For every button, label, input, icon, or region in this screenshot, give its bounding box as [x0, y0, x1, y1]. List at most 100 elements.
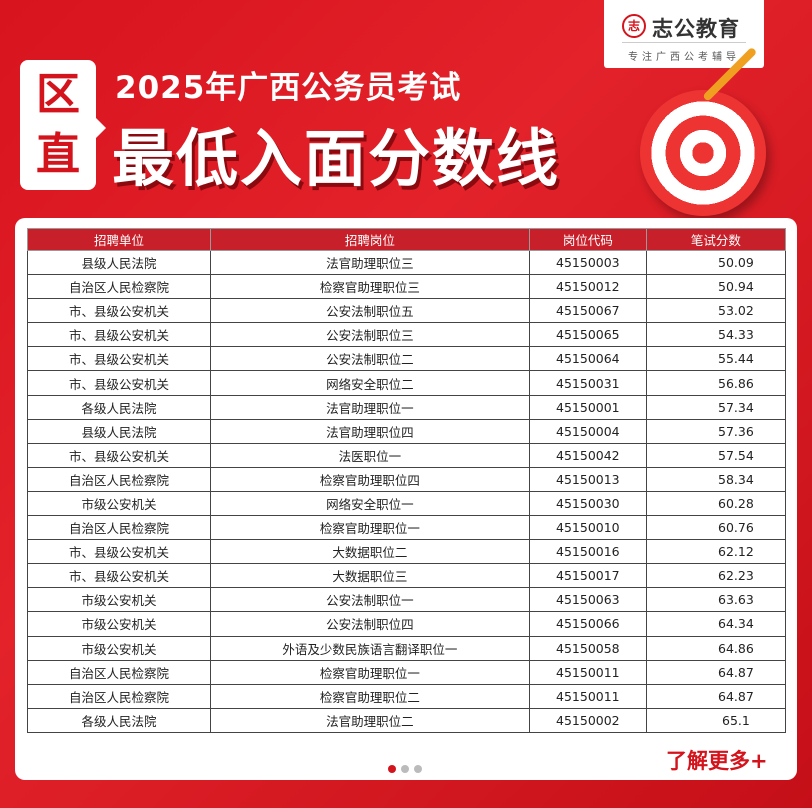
table-cell: 各级人民法院 [27, 394, 211, 420]
table-cell: 64.87 [645, 659, 787, 685]
table-cell: 45150063 [528, 587, 647, 613]
table-cell: 县级人民法院 [27, 418, 211, 444]
table-cell: 64.86 [645, 635, 787, 661]
table-row: 自治区人民检察院 检察官助理职位一 45150011 64.87 [27, 659, 787, 685]
table-cell: 45150003 [528, 249, 647, 276]
table-cell: 网络安全职位二 [209, 370, 530, 396]
table-row: 各级人民法院 法官助理职位二 45150002 65.1 [27, 707, 787, 733]
table-cell: 58.34 [645, 466, 787, 492]
page-dot[interactable] [388, 765, 396, 773]
table-cell: 45150030 [528, 490, 647, 517]
table-cell: 公安法制职位三 [209, 322, 530, 348]
table-row: 市、县级公安机关 网络安全职位二 45150031 56.86 [27, 370, 787, 396]
page-dot[interactable] [414, 765, 422, 773]
table-cell: 检察官助理职位三 [209, 274, 530, 300]
table-row: 市、县级公安机关 法医职位一 45150042 57.54 [27, 442, 787, 468]
table-cell: 自治区人民检察院 [27, 659, 211, 685]
table-cell: 57.34 [645, 394, 787, 420]
table-cell: 50.09 [645, 249, 787, 276]
table-cell: 公安法制职位二 [209, 346, 530, 372]
table-cell: 45150065 [528, 322, 647, 348]
table-cell: 检察官助理职位二 [209, 683, 530, 709]
table-cell: 法官助理职位一 [209, 394, 530, 420]
title-line1: 2025年广西公务员考试 [115, 70, 462, 106]
table-cell: 大数据职位三 [209, 563, 530, 589]
table-cell: 自治区人民检察院 [27, 515, 211, 541]
table-cell: 检察官助理职位一 [209, 659, 530, 685]
table-cell: 市级公安机关 [27, 611, 211, 637]
table-cell: 45150066 [528, 611, 647, 637]
seal-icon: 志 [622, 14, 646, 38]
table-row: 市级公安机关 公安法制职位四 45150066 64.34 [27, 611, 787, 637]
table-cell: 60.28 [645, 490, 787, 517]
table-row: 各级人民法院 法官助理职位一 45150001 57.34 [27, 394, 787, 420]
table-row: 市、县级公安机关 大数据职位三 45150017 62.23 [27, 563, 787, 589]
column-header: 笔试分数 [645, 228, 787, 251]
table-cell: 65.1 [645, 707, 787, 733]
page-dot[interactable] [401, 765, 409, 773]
more-link[interactable]: 了解更多+ [666, 749, 768, 773]
target-icon [640, 90, 766, 216]
table-cell: 自治区人民检察院 [27, 274, 211, 300]
table-cell: 45150064 [528, 346, 647, 372]
table-cell: 法医职位一 [209, 442, 530, 468]
table-row: 市、县级公安机关 公安法制职位二 45150064 55.44 [27, 346, 787, 372]
table-cell: 法官助理职位四 [209, 418, 530, 444]
table-row: 市级公安机关 网络安全职位一 45150030 60.28 [27, 490, 787, 517]
table-cell: 45150042 [528, 442, 647, 468]
table-cell: 网络安全职位一 [209, 490, 530, 517]
page-title: 最低入面分数线 [112, 122, 561, 195]
table-cell: 55.44 [645, 346, 787, 372]
brand-slogan: 专注广西公考辅导 [628, 52, 740, 63]
brand-name: 志公教育 [652, 17, 740, 41]
table-row: 自治区人民检察院 检察官助理职位三 45150012 50.94 [27, 274, 787, 300]
table-row: 市、县级公安机关 公安法制职位五 45150067 53.02 [27, 298, 787, 324]
table-row: 市级公安机关 公安法制职位一 45150063 63.63 [27, 587, 787, 613]
table-cell: 50.94 [645, 274, 787, 300]
table-cell: 市、县级公安机关 [27, 298, 211, 324]
table-cell: 公安法制职位一 [209, 587, 530, 613]
table-cell: 检察官助理职位一 [209, 515, 530, 541]
table-row: 市级公安机关 外语及少数民族语言翻译职位一 45150058 64.86 [27, 635, 787, 661]
table-cell: 自治区人民检察院 [27, 683, 211, 709]
divider [622, 42, 746, 43]
table-cell: 法官助理职位二 [209, 707, 530, 733]
table-cell: 45150011 [528, 683, 647, 709]
table-cell: 45150058 [528, 635, 647, 661]
table-cell: 60.76 [645, 515, 787, 541]
table-cell: 53.02 [645, 298, 787, 324]
pagination-dots[interactable] [388, 758, 427, 777]
table-cell: 45150031 [528, 370, 647, 396]
table-cell: 45150012 [528, 274, 647, 300]
table-cell: 45150002 [528, 707, 647, 733]
table-cell: 57.36 [645, 418, 787, 444]
table-row: 县级人民法院 法官助理职位四 45150004 57.36 [27, 418, 787, 444]
table-cell: 市级公安机关 [27, 490, 211, 517]
brand-logo: 志 志公教育 专注广西公考辅导 [604, 0, 764, 68]
table-cell: 市、县级公安机关 [27, 370, 211, 396]
table-cell: 54.33 [645, 322, 787, 348]
table-cell: 62.12 [645, 539, 787, 565]
table-row: 自治区人民检察院 检察官助理职位一 45150010 60.76 [27, 515, 787, 541]
table-cell: 市级公安机关 [27, 587, 211, 613]
column-header: 招聘单位 [27, 228, 211, 251]
table-cell: 62.23 [645, 563, 787, 589]
table-cell: 45150004 [528, 418, 647, 444]
table-row: 自治区人民检察院 检察官助理职位四 45150013 58.34 [27, 466, 787, 492]
table-cell: 45150001 [528, 394, 647, 420]
table-cell: 市、县级公安机关 [27, 346, 211, 372]
table-cell: 56.86 [645, 370, 787, 396]
region-tag: 区直 [20, 60, 106, 190]
table-row: 县级人民法院 法官助理职位三 45150003 50.09 [27, 249, 787, 276]
column-header: 招聘岗位 [209, 228, 530, 251]
table-cell: 县级人民法院 [27, 249, 211, 276]
table-cell: 法官助理职位三 [209, 249, 530, 276]
table-cell: 45150067 [528, 298, 647, 324]
table-cell: 市、县级公安机关 [27, 539, 211, 565]
table-cell: 64.34 [645, 611, 787, 637]
table-cell: 公安法制职位五 [209, 298, 530, 324]
table-row: 自治区人民检察院 检察官助理职位二 45150011 64.87 [27, 683, 787, 709]
score-table: 招聘单位 招聘岗位 岗位代码 笔试分数 县级人民法院 法官助理职位三 45150003 50… [27, 228, 787, 733]
table-cell: 57.54 [645, 442, 787, 468]
table-cell: 45150016 [528, 539, 647, 565]
